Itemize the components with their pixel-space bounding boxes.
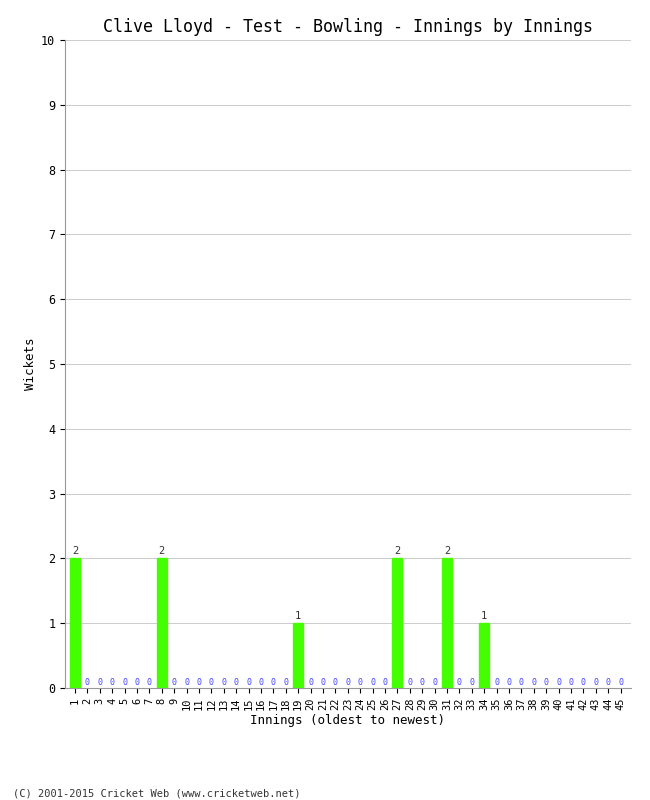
- Bar: [479, 623, 489, 688]
- Text: 2: 2: [395, 546, 400, 556]
- Text: 0: 0: [147, 678, 152, 687]
- Text: 0: 0: [221, 678, 226, 687]
- Text: 0: 0: [358, 678, 363, 687]
- Bar: [293, 623, 303, 688]
- Text: 0: 0: [469, 678, 474, 687]
- Text: 0: 0: [569, 678, 573, 687]
- Text: 0: 0: [593, 678, 598, 687]
- Text: 0: 0: [519, 678, 524, 687]
- Text: 0: 0: [543, 678, 549, 687]
- Text: 0: 0: [420, 678, 424, 687]
- Text: 0: 0: [233, 678, 239, 687]
- Text: 0: 0: [98, 678, 102, 687]
- Bar: [442, 558, 452, 688]
- Text: 0: 0: [457, 678, 462, 687]
- Text: 0: 0: [581, 678, 586, 687]
- Text: 1: 1: [481, 610, 488, 621]
- Text: 0: 0: [259, 678, 263, 687]
- Text: 0: 0: [308, 678, 313, 687]
- Title: Clive Lloyd - Test - Bowling - Innings by Innings: Clive Lloyd - Test - Bowling - Innings b…: [103, 18, 593, 36]
- Text: 0: 0: [606, 678, 611, 687]
- Text: 0: 0: [184, 678, 189, 687]
- Text: 0: 0: [618, 678, 623, 687]
- Text: 0: 0: [135, 678, 140, 687]
- Bar: [393, 558, 402, 688]
- Text: 0: 0: [345, 678, 350, 687]
- Text: 0: 0: [84, 678, 90, 687]
- Text: 0: 0: [333, 678, 338, 687]
- Bar: [157, 558, 166, 688]
- Text: 0: 0: [246, 678, 251, 687]
- Text: 0: 0: [110, 678, 114, 687]
- Text: 0: 0: [494, 678, 499, 687]
- Text: 0: 0: [283, 678, 288, 687]
- X-axis label: Innings (oldest to newest): Innings (oldest to newest): [250, 714, 445, 727]
- Text: 0: 0: [209, 678, 214, 687]
- Text: 2: 2: [159, 546, 165, 556]
- Text: 0: 0: [122, 678, 127, 687]
- Text: 0: 0: [408, 678, 412, 687]
- Text: 0: 0: [531, 678, 536, 687]
- Text: 1: 1: [295, 610, 301, 621]
- Text: (C) 2001-2015 Cricket Web (www.cricketweb.net): (C) 2001-2015 Cricket Web (www.cricketwe…: [13, 788, 300, 798]
- Text: 0: 0: [172, 678, 177, 687]
- Text: 0: 0: [271, 678, 276, 687]
- Text: 0: 0: [432, 678, 437, 687]
- Y-axis label: Wickets: Wickets: [24, 338, 37, 390]
- Text: 0: 0: [370, 678, 375, 687]
- Text: 0: 0: [556, 678, 561, 687]
- Text: 2: 2: [72, 546, 78, 556]
- Text: 0: 0: [506, 678, 512, 687]
- Text: 0: 0: [196, 678, 202, 687]
- Text: 0: 0: [320, 678, 326, 687]
- Bar: [70, 558, 80, 688]
- Text: 2: 2: [444, 546, 450, 556]
- Text: 0: 0: [382, 678, 387, 687]
